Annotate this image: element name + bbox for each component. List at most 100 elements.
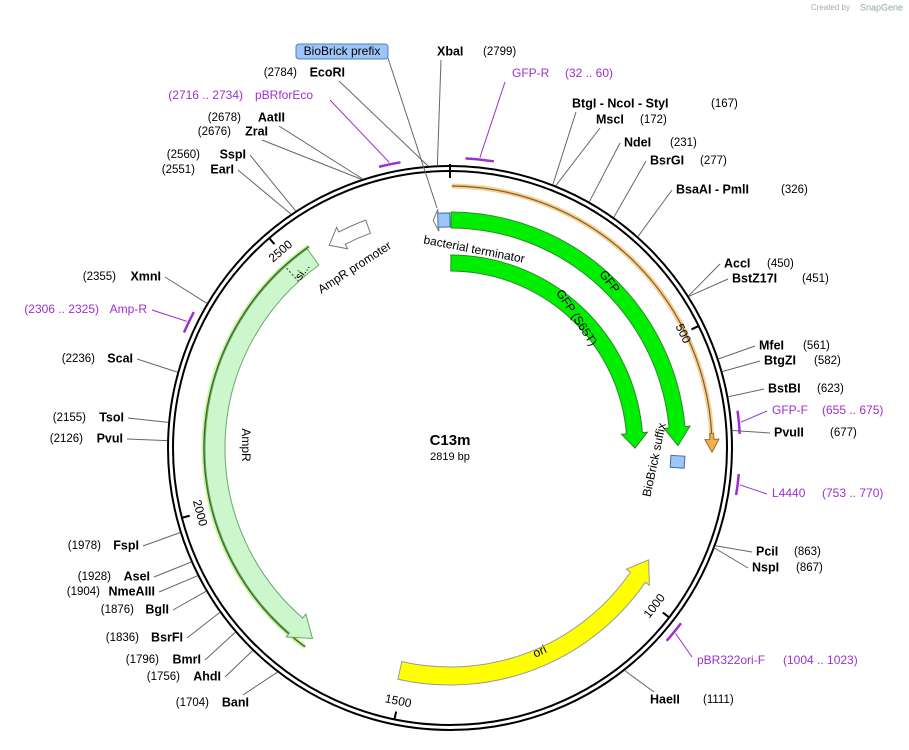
site-leader	[718, 345, 756, 360]
site-position: (1756)	[147, 671, 180, 683]
site-position: (1928)	[78, 571, 111, 583]
site-leader	[436, 59, 442, 166]
primer-name: Amp-R	[110, 302, 148, 316]
site-leader	[613, 160, 647, 218]
site-leader	[555, 127, 601, 186]
site-leader	[714, 547, 749, 569]
site-name: BtgZI	[764, 353, 796, 367]
primer-leader	[675, 633, 693, 658]
site-leader	[688, 278, 729, 297]
site-leader	[164, 276, 208, 304]
primer-mark	[736, 410, 741, 434]
biobrick-box	[669, 454, 686, 469]
site-name: BanI	[222, 695, 249, 709]
primer-leader	[479, 81, 506, 158]
site-position: (2676)	[198, 126, 231, 138]
site-name: ZraI	[245, 124, 268, 138]
tick-mark	[691, 325, 700, 331]
site-name: AatII	[258, 110, 285, 124]
site-name: NdeI	[624, 135, 651, 149]
site-leader	[136, 358, 178, 373]
primer-leader	[329, 99, 390, 163]
site-position: (2560)	[167, 149, 200, 161]
site-position: (863)	[794, 546, 821, 558]
site-name: AccI	[724, 256, 750, 270]
site-position: (2551)	[162, 164, 195, 176]
site-name: EarI	[210, 162, 234, 176]
site-position: (1704)	[176, 697, 209, 709]
primer-name: GFP-F	[772, 403, 808, 417]
prefix-box	[295, 43, 389, 60]
site-leader	[688, 263, 721, 297]
site-name: NmeAIII	[108, 584, 155, 598]
site-position: (623)	[817, 383, 844, 395]
site-leader	[204, 631, 236, 661]
site-position: (172)	[640, 114, 667, 126]
plasmid-length: 2819 bp	[430, 451, 470, 463]
site-position: (277)	[700, 155, 727, 167]
site-name: XbaI	[437, 44, 463, 58]
site-position: (2678)	[208, 112, 241, 124]
site-leader	[224, 650, 253, 678]
site-name: PciI	[756, 544, 778, 558]
site-position: (1978)	[68, 540, 101, 552]
site-leader	[728, 388, 765, 398]
primer-mark	[734, 473, 741, 496]
ampr-arrow	[204, 248, 320, 640]
primer-mark	[665, 622, 682, 642]
site-name: BstBI	[768, 381, 801, 395]
tick-label: 2000	[190, 498, 210, 528]
site-name: BglI	[145, 602, 169, 616]
site-position: (326)	[781, 184, 808, 196]
feature-label: BioBrick prefix	[304, 44, 381, 58]
tick-mark	[181, 514, 190, 519]
site-position: (2799)	[483, 46, 516, 58]
site-position: (582)	[814, 355, 841, 367]
site-leader	[338, 80, 429, 167]
site-position: (2784)	[264, 67, 297, 79]
primer-mark	[465, 157, 494, 163]
site-name: TsoI	[99, 410, 124, 424]
site-position: (167)	[711, 98, 738, 110]
site-name: FspI	[113, 538, 139, 552]
site-position: (1836)	[106, 632, 139, 644]
site-name: BsrFI	[151, 630, 183, 644]
tick-label: 1500	[384, 691, 413, 710]
site-name: MscI	[596, 112, 624, 126]
primer-range: (655 .. 675)	[822, 403, 883, 417]
plasmid-name: C13m	[430, 432, 471, 449]
tick-label: 1000	[641, 591, 669, 621]
site-leader	[722, 360, 761, 373]
primer-name: GFP-R	[512, 66, 550, 80]
site-name: NspI	[752, 560, 779, 574]
tick-mark	[268, 237, 276, 245]
site-name: MfeI	[759, 338, 784, 352]
primer-leader	[151, 309, 188, 322]
feature-arrow-tip	[704, 432, 720, 454]
site-position: (1904)	[67, 586, 100, 598]
site-position: (1876)	[101, 604, 134, 616]
primer-leader	[739, 484, 768, 495]
ori-arrow	[397, 559, 650, 686]
site-name: HaeII	[650, 692, 680, 706]
primer-range: (32 .. 60)	[565, 66, 613, 80]
site-leader	[127, 417, 169, 423]
site-name: EcoRI	[310, 65, 345, 79]
site-position: (450)	[767, 258, 794, 270]
site-leader	[237, 169, 292, 215]
site-position: (561)	[803, 340, 830, 352]
site-leader	[153, 561, 192, 578]
primer-name: L4440	[772, 486, 806, 500]
credit: Created by	[811, 3, 850, 12]
site-position: (1796)	[126, 654, 159, 666]
feature-outline	[451, 185, 713, 440]
site-position: (677)	[830, 427, 857, 439]
site-name: ScaI	[107, 351, 133, 365]
site-position: (2155)	[53, 412, 86, 424]
primer-range: (753 .. 770)	[822, 486, 883, 500]
site-name: PvuII	[774, 425, 804, 439]
site-leader	[186, 612, 221, 639]
ampr-promoter-arrow	[328, 219, 372, 250]
site-name: BsaAI - PmlI	[676, 182, 749, 196]
